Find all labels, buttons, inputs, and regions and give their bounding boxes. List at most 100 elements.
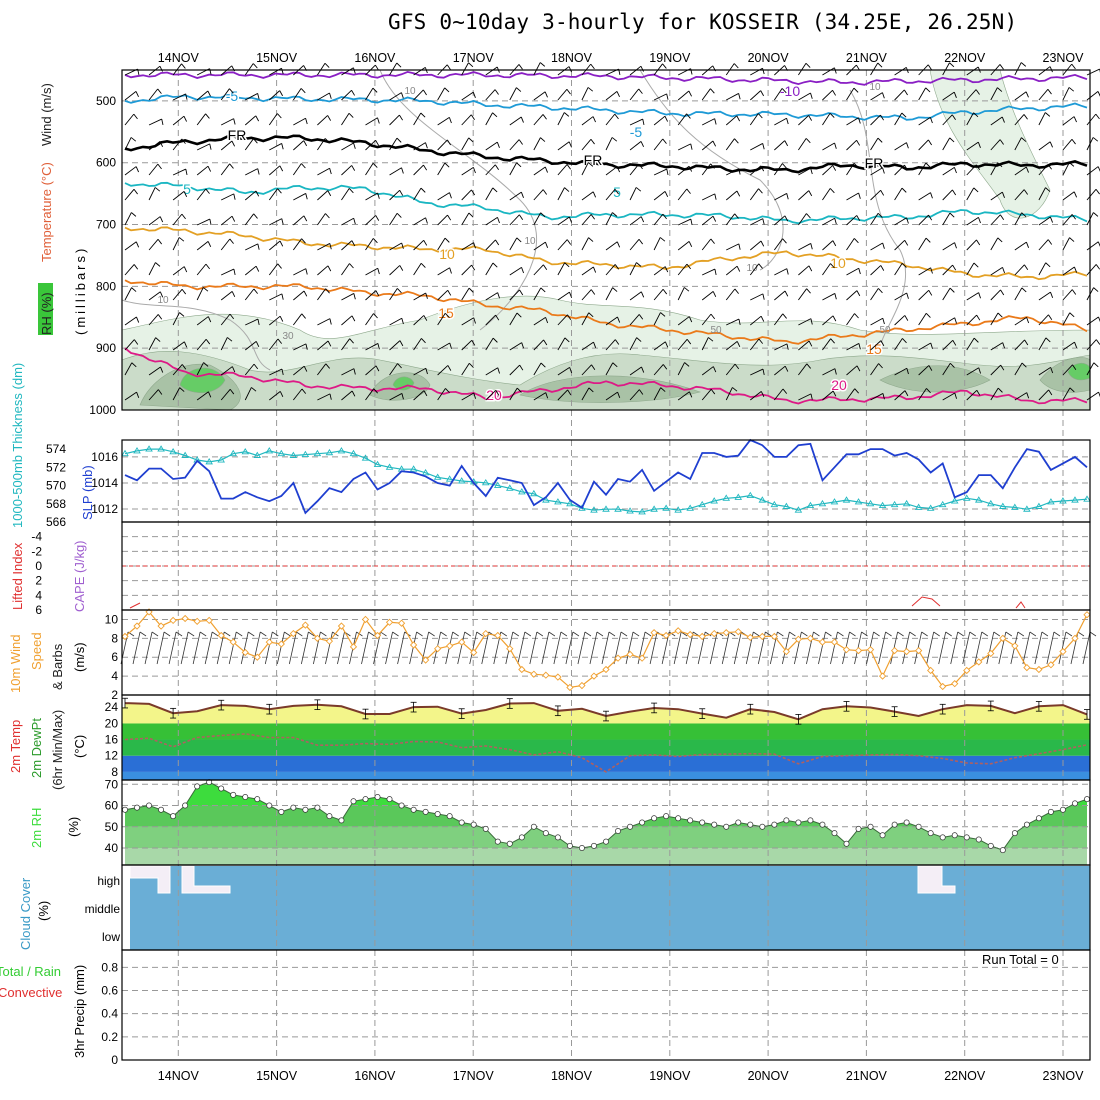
wind-speed-point xyxy=(470,648,478,657)
wind-barb xyxy=(509,312,518,326)
wind-barb-flag xyxy=(592,191,597,198)
thickness-point xyxy=(710,497,719,504)
wind-barb xyxy=(822,263,831,276)
wind-speed-point xyxy=(782,647,791,656)
surface-wind-barb-flag xyxy=(512,631,520,637)
wind-barb-flag xyxy=(856,140,861,146)
wind-barb xyxy=(124,391,137,401)
wind-barb xyxy=(798,265,810,276)
wind-barb xyxy=(990,342,1003,351)
wind-barb-flag xyxy=(1069,237,1075,242)
wind-barb-flag xyxy=(420,262,426,268)
wind-barb-flag xyxy=(279,90,283,97)
wind-barb xyxy=(1086,91,1099,101)
wind-barb xyxy=(244,115,257,126)
thickness-point xyxy=(987,499,995,507)
wind-barb-flag xyxy=(372,162,378,168)
wind-barb-flag xyxy=(133,189,138,195)
wind-barb xyxy=(196,188,207,201)
wind-barb xyxy=(413,367,427,376)
wind-barb-flag xyxy=(519,289,524,296)
ylabel-convective: Convective xyxy=(0,985,62,1000)
wind-barb-flag xyxy=(760,240,765,247)
surface-wind-barb xyxy=(830,631,838,665)
wind-barb xyxy=(172,191,185,201)
wind-barb xyxy=(196,90,209,101)
cloud-high-gap xyxy=(129,865,171,894)
wind-barb xyxy=(485,389,497,401)
wind-barb-flag xyxy=(425,292,428,299)
wind-barb-flag xyxy=(1093,287,1099,292)
wind-barb xyxy=(1038,366,1051,376)
wind-barb xyxy=(581,237,589,251)
wind-barb-flag xyxy=(303,290,308,297)
rh-point xyxy=(266,802,273,809)
wind-barb-flag xyxy=(136,392,140,398)
rh-point xyxy=(855,825,862,832)
rh-contour-label: 10 xyxy=(869,82,881,93)
wind-barb-flag xyxy=(397,288,402,294)
wind-speed-point xyxy=(494,631,502,640)
wind-barb xyxy=(317,363,327,376)
wind-barb xyxy=(437,289,449,301)
wind-barb-flag xyxy=(662,289,668,295)
wind-barb xyxy=(244,265,257,276)
wind-barb-flag xyxy=(1050,292,1054,298)
wind-barb-flag xyxy=(329,393,332,400)
wind-speed-point xyxy=(1011,642,1019,650)
thickness-point xyxy=(974,496,983,503)
li-tick-label: -4 xyxy=(31,530,42,544)
cloud-high-gap xyxy=(917,865,956,894)
wind-barb-flag xyxy=(423,315,428,321)
wind-speed-point xyxy=(638,654,646,662)
wind-barb-flag xyxy=(159,65,163,72)
surface-wind-barb-flag xyxy=(969,631,976,637)
wind-barb-flag xyxy=(832,390,837,397)
wind-barb xyxy=(317,288,326,301)
surface-wind-barb-flag xyxy=(392,631,399,637)
wind-barb-flag xyxy=(710,238,715,244)
wind-barb-flag xyxy=(300,88,306,94)
wind-barb xyxy=(798,243,811,251)
surface-wind-barb xyxy=(878,631,886,665)
wind-barb-flag xyxy=(639,389,644,395)
wind-barb-flag xyxy=(1021,287,1027,293)
wind-speed-point xyxy=(927,666,935,675)
wind-barb-flag xyxy=(563,112,570,117)
surface-wind-barb-flag xyxy=(260,631,267,637)
wind-barb-flag xyxy=(279,315,284,322)
wind-barb-flag xyxy=(997,312,1003,318)
wind-barb-flag xyxy=(1001,116,1005,123)
wind-barb xyxy=(942,212,951,226)
wind-barb xyxy=(389,213,398,226)
wind-barb-flag xyxy=(952,340,957,346)
wind-barb-flag xyxy=(351,315,356,322)
wind-barb xyxy=(629,262,637,276)
wind-barb-flag xyxy=(255,265,260,272)
wind-barb-flag xyxy=(1071,139,1076,145)
wind-barb xyxy=(365,290,377,301)
wind-barb-flag xyxy=(928,365,933,371)
wind-speed-point xyxy=(385,618,394,626)
wind-barb-flag xyxy=(593,342,597,348)
wind-barb xyxy=(942,62,950,76)
wind-barb xyxy=(269,143,282,151)
wind-barb-flag xyxy=(708,337,714,342)
x-date-label-bottom: 22NOV xyxy=(944,1069,986,1083)
surface-wind-barb xyxy=(228,631,237,665)
wind-barb-flag xyxy=(448,117,452,124)
wind-barb xyxy=(701,215,714,226)
surface-wind-barb xyxy=(1046,631,1055,665)
wind-barb-flag xyxy=(1023,114,1028,120)
wind-barb xyxy=(1038,216,1051,226)
wind-barb xyxy=(725,265,738,276)
wind-barb xyxy=(629,216,642,226)
wind-barb-flag xyxy=(732,387,738,392)
thickness-point xyxy=(157,445,165,452)
wind-barb-flag xyxy=(494,89,499,95)
wind-barb-flag xyxy=(348,188,354,194)
rh-point xyxy=(1059,806,1066,813)
wind-barb-flag xyxy=(690,143,693,150)
wind-speed-point xyxy=(818,638,827,646)
wind-barb-flag xyxy=(179,387,185,392)
